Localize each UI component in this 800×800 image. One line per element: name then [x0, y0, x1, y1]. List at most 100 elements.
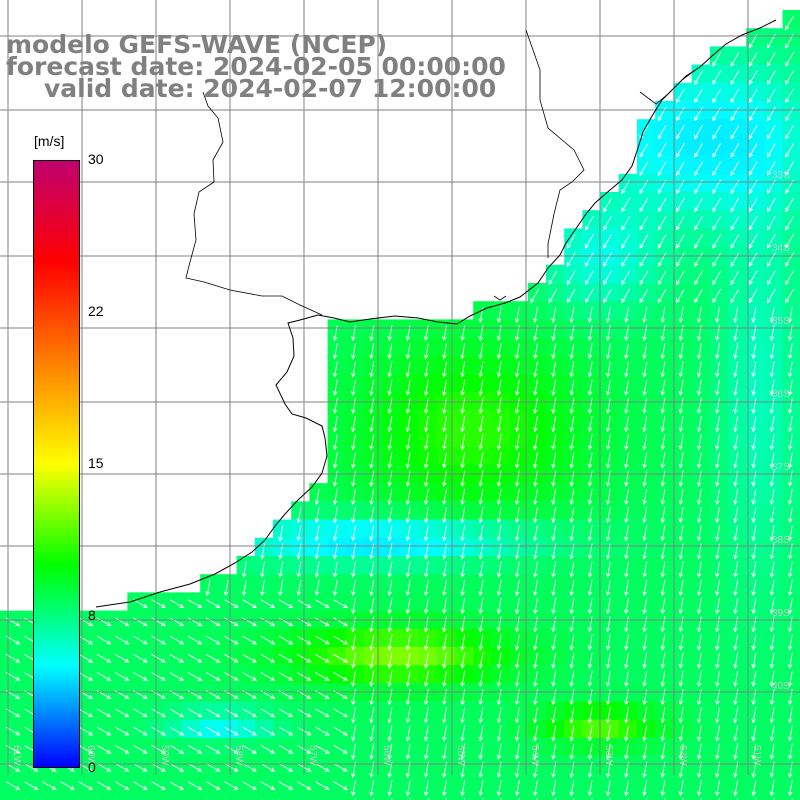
wind-arrow [351, 616, 356, 633]
wind-arrow [730, 252, 740, 267]
wind-arrow [624, 361, 629, 378]
wind-arrow [767, 106, 776, 122]
wind-arrow [660, 470, 666, 487]
wind-arrow [478, 597, 484, 615]
wind-arrow [405, 561, 411, 578]
wind-arrow [151, 708, 166, 718]
wind-arrow [514, 670, 520, 688]
wind-arrow [660, 525, 666, 542]
wind-arrow [624, 616, 629, 633]
wind-arrow [624, 579, 629, 597]
wind-arrow [642, 707, 648, 724]
wind-arrow [639, 215, 649, 231]
wind-arrow [605, 470, 611, 487]
wind-arrow [751, 434, 757, 451]
wind-arrow [405, 579, 411, 597]
wind-arrow [369, 561, 375, 578]
wind-arrow [496, 506, 502, 524]
wind-arrow [205, 744, 221, 754]
wind-arrow [260, 763, 276, 772]
wind-arrow [642, 525, 648, 542]
wind-arrow [660, 634, 666, 651]
wind-arrow [569, 579, 575, 597]
wind-arrow [678, 488, 684, 506]
wind-arrow [78, 726, 94, 736]
wind-arrow [551, 470, 557, 487]
wind-arrow [733, 470, 739, 487]
wind-arrow [351, 379, 356, 396]
wind-arrow [224, 763, 239, 772]
wind-arrow [332, 397, 338, 415]
wind-cell [127, 792, 147, 800]
wind-arrow [478, 525, 484, 542]
wind-arrow [787, 652, 793, 669]
wind-arrow [405, 506, 411, 524]
wind-arrow [676, 197, 685, 213]
wind-arrow [315, 763, 330, 772]
wind-arrow [769, 707, 775, 724]
wind-arrow [260, 579, 265, 597]
wind-arrow [730, 143, 740, 158]
wind-arrow [587, 725, 593, 742]
wind-arrow [478, 670, 484, 688]
wind-cell [18, 792, 37, 800]
wind-arrow [460, 361, 466, 378]
wind-arrow [639, 143, 649, 158]
wind-arrow [767, 215, 776, 231]
wind-arrow [642, 470, 648, 487]
wind-arrow [587, 452, 593, 469]
wind-arrow [769, 361, 775, 378]
colorbar-tick-30: 30 [88, 151, 104, 167]
wind-arrow [715, 670, 720, 688]
wind-arrow [715, 525, 720, 542]
wind-cell [327, 792, 347, 800]
wind-arrow [460, 415, 466, 433]
wind-arrow [442, 415, 447, 433]
wind-cell [746, 792, 765, 800]
wind-arrow [260, 635, 276, 645]
wind-arrow [657, 288, 667, 304]
wind-cell [364, 792, 383, 800]
wind-arrow [767, 234, 776, 249]
wind-arrow [133, 617, 148, 627]
wind-arrow [621, 288, 631, 304]
wind-arrow [533, 397, 538, 415]
wind-arrow [442, 634, 447, 651]
wind-arrow [333, 635, 348, 645]
lat-label: 33S [772, 170, 790, 181]
wind-arrow [785, 70, 794, 85]
wind-arrow [442, 779, 447, 797]
wind-arrow [514, 616, 520, 633]
wind-arrow [478, 415, 484, 433]
wind-arrow [533, 525, 538, 542]
colorbar [33, 160, 80, 768]
wind-arrow [514, 597, 520, 615]
wind-arrow [660, 343, 666, 360]
wind-arrow [369, 579, 375, 597]
wind-arrow [423, 506, 429, 524]
wind-arrow [369, 415, 375, 433]
wind-arrow [605, 779, 611, 797]
wind-arrow [715, 652, 720, 669]
wind-arrow [621, 197, 631, 213]
wind-cell [600, 792, 620, 800]
wind-arrow [533, 634, 538, 651]
wind-arrow [712, 270, 722, 286]
wind-arrow [787, 597, 793, 615]
wind-arrow [296, 506, 302, 524]
wind-arrow [133, 781, 148, 790]
wind-arrow [351, 434, 356, 451]
wind-arrow [694, 143, 703, 158]
wind-arrow [551, 506, 557, 524]
wind-arrow [751, 597, 757, 615]
wind-arrow [624, 597, 629, 615]
wind-arrow [442, 725, 447, 742]
wind-arrow [187, 708, 203, 718]
wind-arrow [715, 616, 720, 633]
wind-arrow [587, 379, 593, 396]
wind-arrow [278, 726, 294, 736]
wind-cell [400, 792, 420, 800]
wind-arrow [715, 743, 720, 760]
wind-arrow [260, 653, 276, 663]
